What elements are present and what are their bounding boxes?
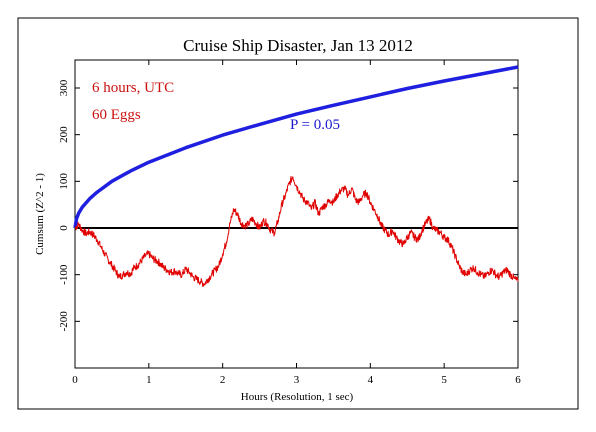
y-tick-label: 300 xyxy=(58,79,70,96)
y-axis-label: Cumsum (Z^2 - 1) xyxy=(34,173,46,255)
y-tick-label: -100 xyxy=(58,264,70,285)
y-tick-label: 100 xyxy=(58,173,70,190)
cumsum-series-line xyxy=(74,176,519,287)
x-axis-label: Hours (Resolution, 1 sec) xyxy=(241,391,354,403)
annotation-duration: 6 hours, UTC xyxy=(92,80,174,96)
x-tick-label: 6 xyxy=(515,374,521,386)
tick-layer: 0 1 2 3 4 5 6 -200 -100 0 100 200 300 xyxy=(58,60,521,386)
series-layer xyxy=(73,65,519,287)
x-tick-label: 5 xyxy=(441,374,447,386)
chart-title: Cruise Ship Disaster, Jan 13 2012 xyxy=(183,36,413,55)
y-tick-label: 0 xyxy=(58,225,70,231)
plot-area xyxy=(74,59,519,369)
x-tick-label: 0 xyxy=(72,374,78,386)
y-tick-label: 200 xyxy=(58,126,70,143)
x-tick-label: 4 xyxy=(368,374,374,386)
x-tick-label: 1 xyxy=(146,374,152,386)
x-tick-label: 3 xyxy=(294,374,300,386)
y-tick-label: -200 xyxy=(58,311,70,332)
outer-border xyxy=(17,17,579,410)
annotation-p-value: P = 0.05 xyxy=(290,117,340,133)
envelope-series-line xyxy=(73,65,519,229)
annotation-eggs: 60 Eggs xyxy=(92,107,141,123)
x-tick-label: 2 xyxy=(220,374,226,386)
